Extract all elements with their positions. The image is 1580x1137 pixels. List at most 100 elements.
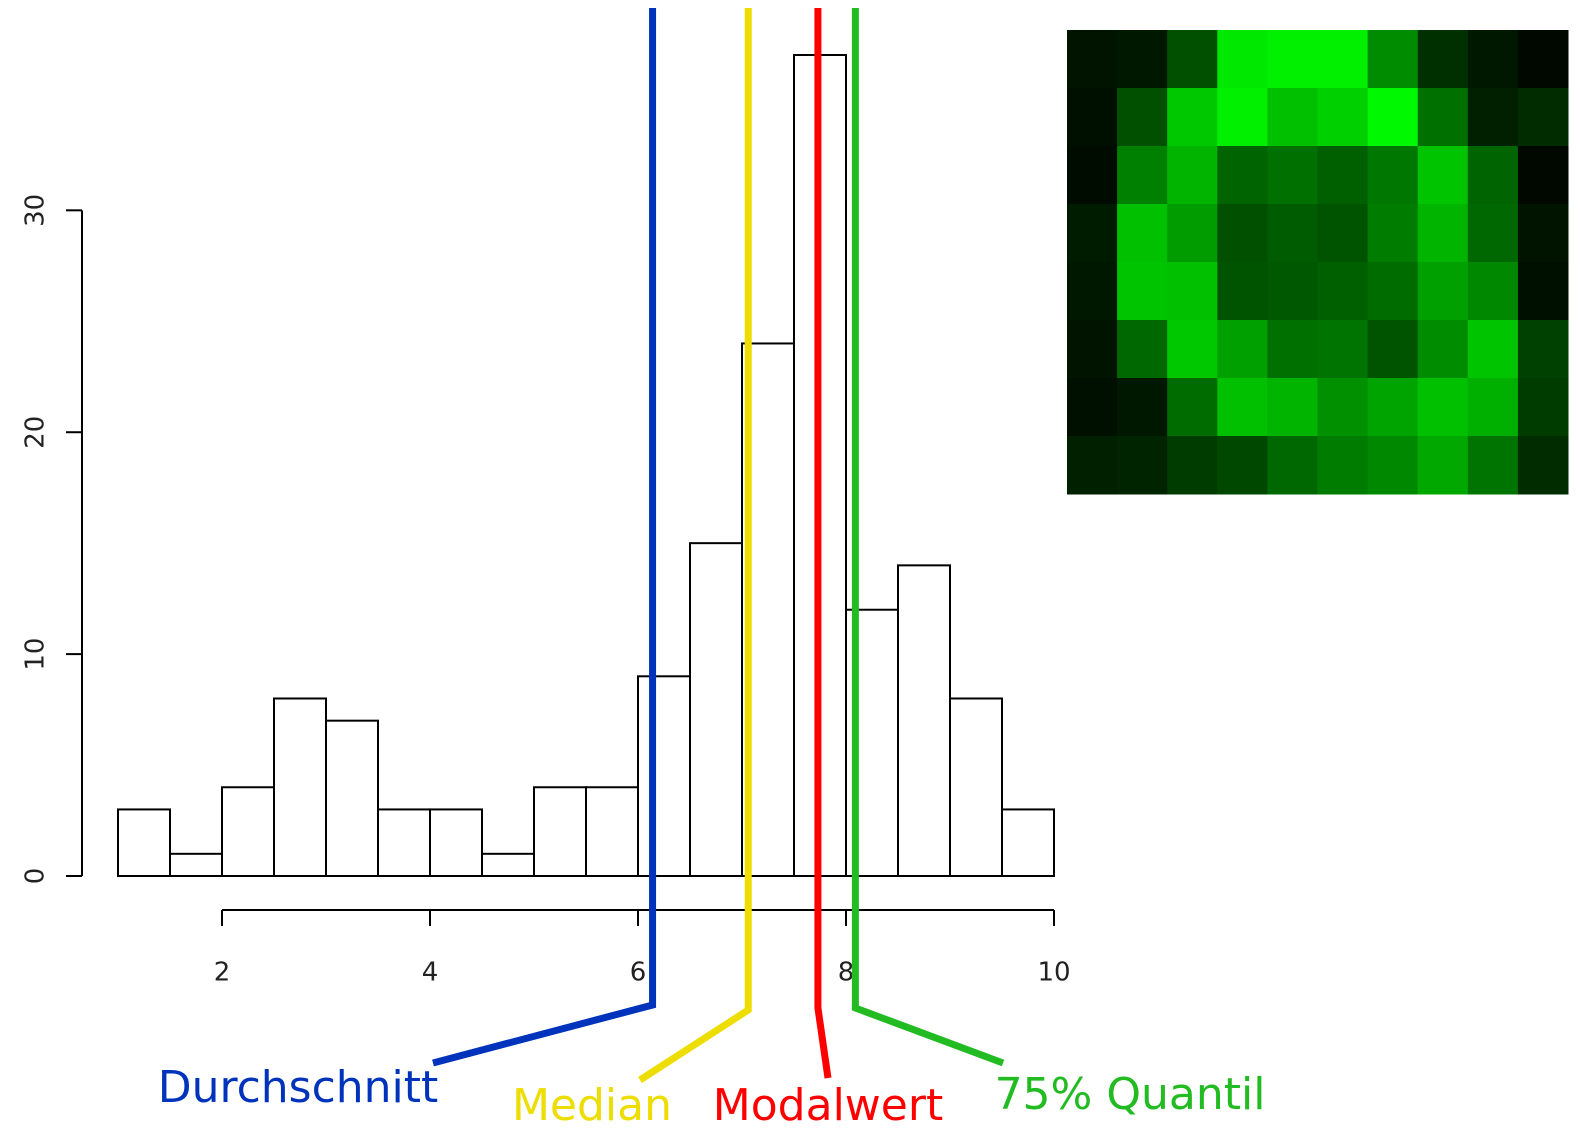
x-tick-label: 10 xyxy=(1037,958,1070,988)
x-tick-label: 4 xyxy=(422,958,439,988)
inset-pixel xyxy=(1518,262,1569,321)
bar xyxy=(118,809,170,876)
inset-pixel xyxy=(1167,378,1218,437)
y-tick-label: 30 xyxy=(21,194,51,227)
inset-pixel xyxy=(1067,146,1118,205)
inset-pixel xyxy=(1117,30,1168,89)
inset-pixel xyxy=(1318,88,1369,147)
inset-pixel xyxy=(1267,88,1318,147)
inset-pixel xyxy=(1167,262,1218,321)
inset-pixel xyxy=(1217,204,1268,263)
marker-label: Modalwert xyxy=(713,1080,943,1131)
bar xyxy=(534,787,586,876)
chart: 2 4 6 8 10 0 10 20 30 Durchschnitt Median Modalwert… xyxy=(0,0,1580,1137)
inset-pixel xyxy=(1117,146,1168,205)
inset-pixel xyxy=(1167,30,1218,89)
inset-pixel xyxy=(1318,146,1369,205)
bar xyxy=(690,543,742,876)
inset-pixel xyxy=(1117,378,1168,437)
inset-pixel xyxy=(1468,88,1519,147)
inset-pixel xyxy=(1468,204,1519,263)
y-tick-label: 20 xyxy=(21,416,51,449)
inset-pixel xyxy=(1067,378,1118,437)
marker-label: Durchschnitt xyxy=(158,1062,439,1113)
inset-pixel xyxy=(1368,320,1419,379)
inset-pixel xyxy=(1518,436,1569,495)
inset-pixel xyxy=(1267,262,1318,321)
marker-label: 75% Quantil xyxy=(995,1069,1266,1120)
bar xyxy=(586,787,638,876)
inset-pixel xyxy=(1167,436,1218,495)
inset-pixel xyxy=(1267,378,1318,437)
inset-pixel xyxy=(1318,204,1369,263)
marker-line xyxy=(433,8,653,1063)
marker-label: Median xyxy=(512,1080,672,1131)
inset-pixel xyxy=(1217,30,1268,89)
bar xyxy=(950,698,1002,876)
inset-pixel xyxy=(1167,88,1218,147)
inset-pixel xyxy=(1117,320,1168,379)
bar xyxy=(430,809,482,876)
inset-pixel xyxy=(1267,436,1318,495)
inset-pixel xyxy=(1067,436,1118,495)
inset-pixel xyxy=(1267,320,1318,379)
inset-pixel xyxy=(1468,320,1519,379)
inset-pixel xyxy=(1518,204,1569,263)
inset-pixel xyxy=(1418,378,1469,437)
bar xyxy=(378,809,430,876)
inset-pixel xyxy=(1267,146,1318,205)
inset-pixel xyxy=(1468,378,1519,437)
inset-pixel xyxy=(1518,320,1569,379)
inset-pixel xyxy=(1318,262,1369,321)
inset-pixel xyxy=(1117,204,1168,263)
bar xyxy=(170,854,222,876)
inset-pixel xyxy=(1418,88,1469,147)
bar xyxy=(482,854,534,876)
y-tick-label: 10 xyxy=(21,638,51,671)
inset-pixel xyxy=(1217,320,1268,379)
x-tick-label: 8 xyxy=(838,958,855,988)
inset-pixel xyxy=(1267,204,1318,263)
inset-pixel xyxy=(1368,436,1419,495)
bar xyxy=(1002,809,1054,876)
inset-pixel xyxy=(1067,88,1118,147)
inset-pixel xyxy=(1067,204,1118,263)
inset-pixel xyxy=(1167,320,1218,379)
inset-pixel xyxy=(1468,436,1519,495)
inset-pixel xyxy=(1418,320,1469,379)
inset-pixel xyxy=(1117,262,1168,321)
inset-pixel xyxy=(1167,146,1218,205)
inset-pixel xyxy=(1217,378,1268,437)
x-tick-label: 6 xyxy=(630,958,647,988)
inset-pixel xyxy=(1368,204,1419,263)
inset-pixel xyxy=(1418,30,1469,89)
inset-pixel xyxy=(1167,204,1218,263)
inset-pixel xyxy=(1217,436,1268,495)
bar xyxy=(638,676,690,876)
inset-pixel xyxy=(1368,378,1419,437)
inset-pixel xyxy=(1067,320,1118,379)
inset-pixel xyxy=(1468,30,1519,89)
marker-line xyxy=(855,8,1003,1063)
inset-pixel xyxy=(1217,88,1268,147)
inset-pixel xyxy=(1418,146,1469,205)
y-tick-label: 0 xyxy=(21,868,51,885)
x-tick-label: 2 xyxy=(214,958,231,988)
inset-pixel xyxy=(1318,320,1369,379)
inset-pixel xyxy=(1418,204,1469,263)
inset-pixel xyxy=(1468,146,1519,205)
bar xyxy=(274,698,326,876)
bar xyxy=(326,721,378,876)
inset-pixel xyxy=(1217,262,1268,321)
page: 2 4 6 8 10 0 10 20 30 Durchschnitt Median Modalwert… xyxy=(0,0,1580,1137)
inset-pixel xyxy=(1518,88,1569,147)
inset-pixel xyxy=(1318,436,1369,495)
inset-pixel xyxy=(1267,30,1318,89)
inset-pixel xyxy=(1418,262,1469,321)
inset-pixel xyxy=(1418,436,1469,495)
inset-pixel xyxy=(1067,30,1118,89)
inset-pixel xyxy=(1518,30,1569,89)
inset-pixel xyxy=(1368,262,1419,321)
inset-pixel xyxy=(1318,30,1369,89)
inset-pixel xyxy=(1518,378,1569,437)
